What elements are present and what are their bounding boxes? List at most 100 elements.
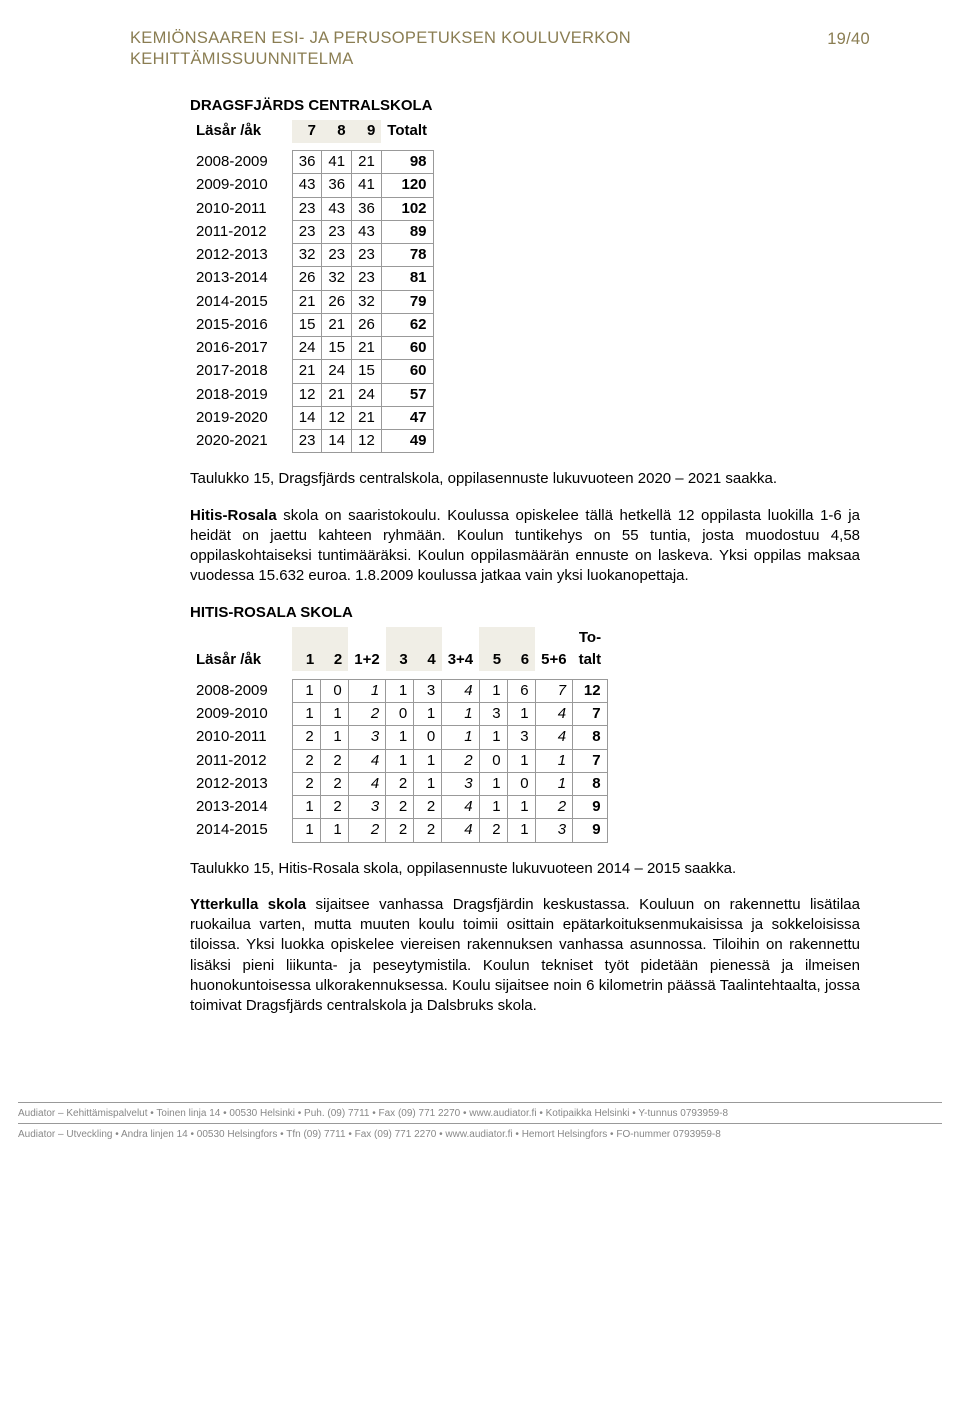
row-label: 2012-2013 xyxy=(190,244,292,267)
row-total: 9 xyxy=(573,819,608,842)
cell: 0 xyxy=(386,703,414,726)
cell: 3 xyxy=(442,772,479,795)
cell: 1 xyxy=(292,703,320,726)
cell: 2 xyxy=(320,796,348,819)
t2-c1: 1 xyxy=(292,627,320,672)
row-total: 12 xyxy=(573,679,608,702)
cell: 1 xyxy=(414,703,442,726)
header-line1: KEMIÖNSAAREN ESI- JA PERUSOPETUKSEN KOUL… xyxy=(130,29,631,47)
page-number: 19/40 xyxy=(807,28,870,50)
row-label: 2014-2015 xyxy=(190,290,292,313)
table-row: 2012-201332232378 xyxy=(190,244,433,267)
cell: 2 xyxy=(348,819,385,842)
table-dragsfjards: Läsår /åk 7 8 9 Totalt 2008-200936412198… xyxy=(190,120,434,453)
t2-c2: 2 xyxy=(320,627,348,672)
cell: 1 xyxy=(479,726,507,749)
t2-c56: 5+6 xyxy=(535,627,572,672)
cell: 2 xyxy=(535,796,572,819)
cell: 23 xyxy=(322,220,352,243)
row-label: 2011-2012 xyxy=(190,749,292,772)
cell: 1 xyxy=(414,749,442,772)
cell: 7 xyxy=(535,679,572,702)
table-row: 2014-20151122242139 xyxy=(190,819,607,842)
cell: 23 xyxy=(292,220,322,243)
cell: 26 xyxy=(292,267,322,290)
cell: 1 xyxy=(386,679,414,702)
table-row: 2018-201912212457 xyxy=(190,383,433,406)
cell: 1 xyxy=(292,796,320,819)
cell: 12 xyxy=(292,383,322,406)
table-row: 2011-20122241120117 xyxy=(190,749,607,772)
row-total: 57 xyxy=(381,383,433,406)
cell: 4 xyxy=(442,679,479,702)
row-label: 2012-2013 xyxy=(190,772,292,795)
cell: 2 xyxy=(442,749,479,772)
cell: 24 xyxy=(352,383,382,406)
table1-rowhdr: Läsår /åk xyxy=(190,120,292,142)
row-label: 2019-2020 xyxy=(190,406,292,429)
row-total: 60 xyxy=(381,337,433,360)
table-row: 2015-201615212662 xyxy=(190,313,433,336)
cell: 23 xyxy=(352,244,382,267)
cell: 23 xyxy=(292,430,322,453)
row-total: 81 xyxy=(381,267,433,290)
cell: 1 xyxy=(442,726,479,749)
row-label: 2009-2010 xyxy=(190,174,292,197)
cell: 3 xyxy=(348,726,385,749)
caption-table1: Taulukko 15, Dragsfjärds centralskola, o… xyxy=(190,469,860,489)
row-label: 2016-2017 xyxy=(190,337,292,360)
cell: 1 xyxy=(479,772,507,795)
table-row: 2013-20141232241129 xyxy=(190,796,607,819)
cell: 2 xyxy=(292,772,320,795)
cell: 2 xyxy=(320,749,348,772)
row-total: 8 xyxy=(573,726,608,749)
cell: 14 xyxy=(322,430,352,453)
t2-c4: 4 xyxy=(414,627,442,672)
t2-total-l1: To- xyxy=(573,627,608,649)
cell: 0 xyxy=(414,726,442,749)
table-row: 2009-2010433641120 xyxy=(190,174,433,197)
row-label: 2015-2016 xyxy=(190,313,292,336)
cell: 4 xyxy=(348,749,385,772)
cell: 3 xyxy=(535,819,572,842)
document-header: KEMIÖNSAAREN ESI- JA PERUSOPETUKSEN KOUL… xyxy=(130,28,870,70)
cell: 0 xyxy=(507,772,535,795)
cell: 32 xyxy=(292,244,322,267)
table-row: 2009-20101120113147 xyxy=(190,703,607,726)
table-hitis-rosala: Läsår /åk 1 2 1+2 3 4 3+4 5 6 5+6 To- ta… xyxy=(190,627,608,843)
cell: 36 xyxy=(322,174,352,197)
row-label: 2009-2010 xyxy=(190,703,292,726)
cell: 15 xyxy=(292,313,322,336)
table-row: 2014-201521263279 xyxy=(190,290,433,313)
cell: 2 xyxy=(292,726,320,749)
row-label: 2014-2015 xyxy=(190,819,292,842)
row-total: 79 xyxy=(381,290,433,313)
cell: 21 xyxy=(352,406,382,429)
table1-col-total: Totalt xyxy=(381,120,433,142)
row-total: 7 xyxy=(573,749,608,772)
cell: 1 xyxy=(507,819,535,842)
para2-rest: sijaitsee vanhassa Dragsfjärdin keskusta… xyxy=(190,896,860,1014)
cell: 4 xyxy=(535,726,572,749)
cell: 1 xyxy=(292,679,320,702)
cell: 1 xyxy=(479,796,507,819)
cell: 21 xyxy=(292,290,322,313)
cell: 6 xyxy=(507,679,535,702)
cell: 1 xyxy=(348,679,385,702)
cell: 0 xyxy=(320,679,348,702)
table2-title: HITIS-ROSALA SKOLA xyxy=(190,603,860,623)
cell: 14 xyxy=(292,406,322,429)
cell: 41 xyxy=(322,151,352,174)
paragraph-hitis-rosala: Hitis-Rosala skola on saaristokoulu. Kou… xyxy=(190,506,860,587)
table2-rowhdr: Läsår /åk xyxy=(190,627,292,672)
cell: 0 xyxy=(479,749,507,772)
table-row: 2016-201724152160 xyxy=(190,337,433,360)
cell: 21 xyxy=(352,337,382,360)
cell: 2 xyxy=(414,796,442,819)
row-label: 2013-2014 xyxy=(190,796,292,819)
cell: 4 xyxy=(442,819,479,842)
cell: 1 xyxy=(320,703,348,726)
header-title: KEMIÖNSAAREN ESI- JA PERUSOPETUKSEN KOUL… xyxy=(130,28,631,70)
cell: 24 xyxy=(292,337,322,360)
cell: 21 xyxy=(322,383,352,406)
